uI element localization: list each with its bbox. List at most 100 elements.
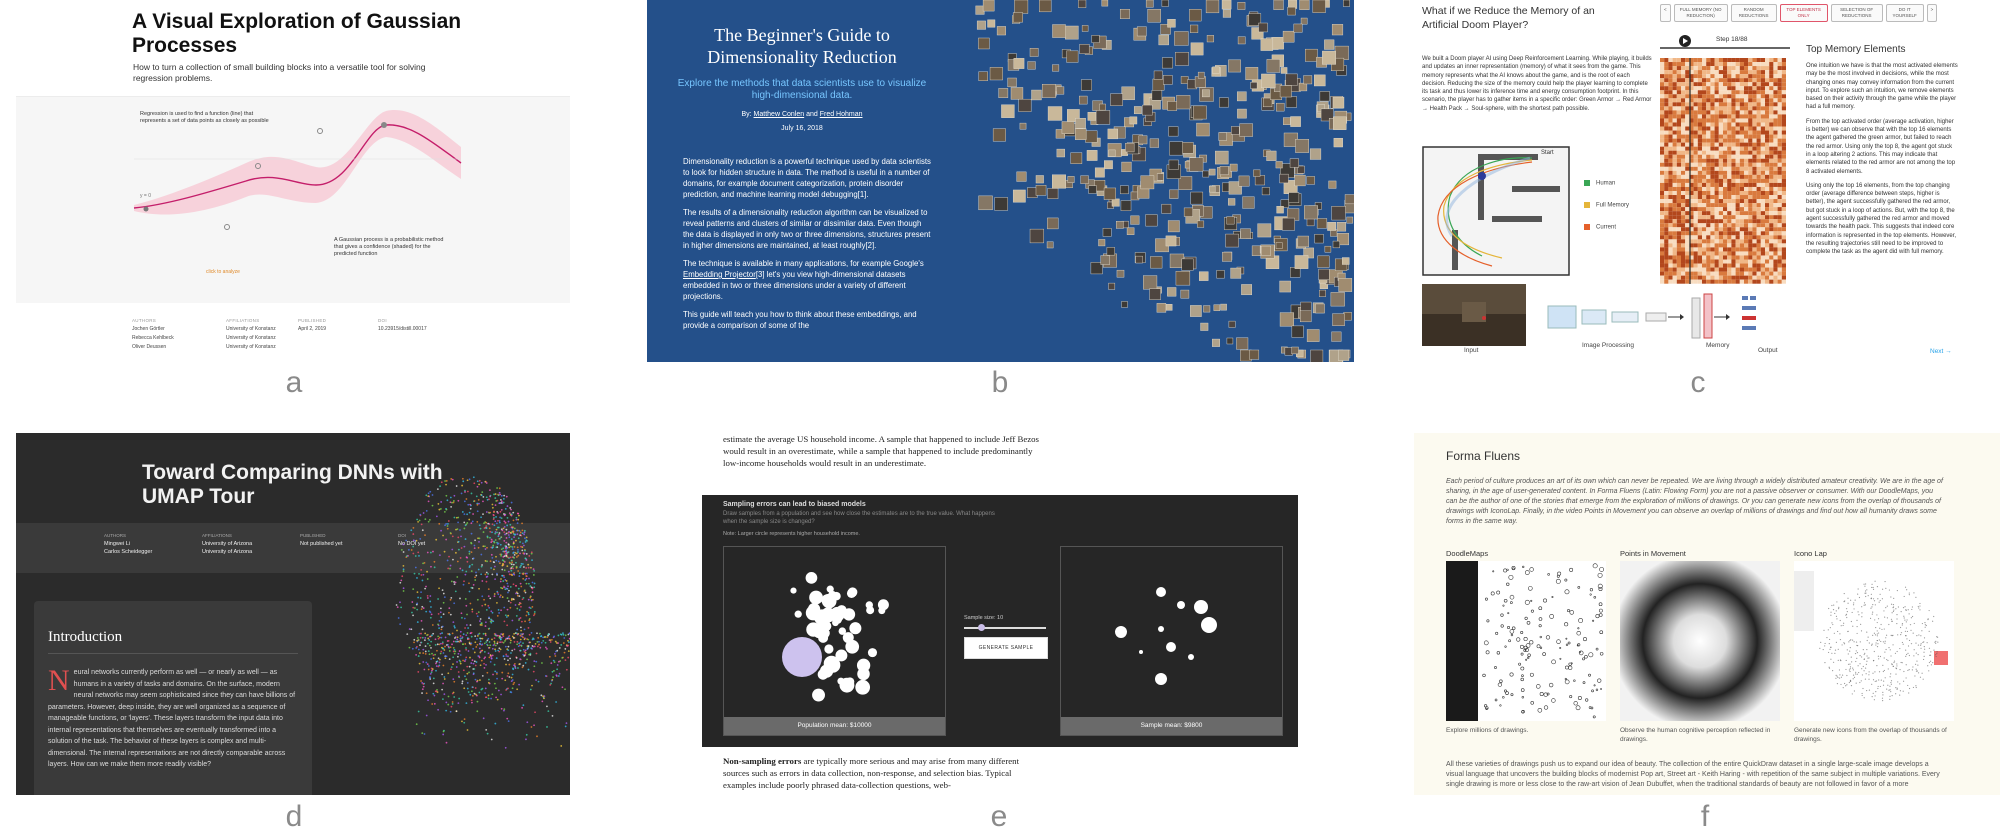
heatmap-cell (1748, 154, 1753, 159)
heatmap-cell (1681, 58, 1686, 63)
icon-point (1908, 669, 1910, 671)
image-thumbnail (1248, 13, 1262, 26)
heatmap-cell (1685, 138, 1690, 143)
sample-circle (1194, 600, 1208, 614)
heatmap-cell (1676, 195, 1681, 200)
umap-point (412, 539, 415, 542)
icon-point (1854, 599, 1856, 601)
heatmap-cell (1744, 146, 1749, 151)
points-in-movement-image[interactable] (1620, 561, 1780, 721)
next-link[interactable]: Next → (1930, 348, 1952, 355)
heatmap-cell (1676, 94, 1681, 99)
umap-point (509, 513, 512, 516)
memory-heatmap[interactable] (1660, 58, 1787, 284)
heatmap-cell (1769, 247, 1774, 252)
umap-point (511, 565, 514, 568)
heatmap-cell (1752, 239, 1757, 244)
click-hint[interactable]: click to analyze (206, 269, 240, 275)
heatmap-cell (1723, 98, 1728, 103)
image-thumbnail (1190, 191, 1204, 205)
heatmap-cell (1773, 243, 1778, 248)
doodle-mark (1588, 652, 1594, 658)
gp-plot[interactable] (16, 97, 570, 303)
heatmap-cell (1676, 186, 1681, 192)
heatmap-cell (1781, 126, 1786, 131)
umap-point (476, 503, 479, 506)
umap-point (503, 620, 506, 623)
umap-point (513, 553, 516, 556)
umap-point (433, 560, 436, 563)
generate-sample-button[interactable]: GENERATE SAMPLE (964, 637, 1048, 659)
umap-point (507, 591, 509, 594)
embedding-projector-link[interactable]: Embedding Projector (683, 270, 756, 279)
sample-size-slider[interactable] (964, 624, 1046, 631)
heatmap-cell (1769, 271, 1774, 276)
heatmap-cell (1714, 243, 1719, 248)
prev-button[interactable]: < (1660, 4, 1671, 22)
icon-point (1899, 626, 1902, 629)
umap-point (461, 636, 464, 639)
slider-knob[interactable] (978, 624, 985, 631)
heatmap-cell (1689, 86, 1694, 91)
heatmap-cell (1731, 170, 1736, 175)
random-reductions-button[interactable]: RANDOM REDUCTIONS (1730, 4, 1777, 22)
author-link[interactable]: Matthew Conlen (753, 111, 805, 118)
umap-point (517, 551, 519, 553)
heatmap-cell (1752, 215, 1757, 220)
icon-point (1908, 594, 1910, 596)
selection-reductions-button[interactable]: SELECTION OF REDUCTIONS (1830, 4, 1883, 22)
author-link[interactable]: Fred Hohman (819, 111, 863, 118)
top-elements-button[interactable]: TOP ELEMENTS ONLY (1779, 4, 1828, 22)
next-arrow-button[interactable]: > (1926, 4, 1938, 22)
doodle-mark (1598, 587, 1603, 591)
heatmap-cell (1664, 150, 1669, 155)
umap-point (500, 633, 503, 635)
umap-point (507, 649, 510, 652)
full-memory-button[interactable]: FULL MEMORY (NO REDUCTION) (1673, 4, 1728, 22)
umap-point (487, 652, 490, 655)
umap-point (503, 569, 506, 572)
umap-point (521, 529, 524, 532)
heatmap-cell (1697, 154, 1702, 159)
heatmap-cell (1706, 247, 1711, 252)
heatmap-cell (1681, 259, 1686, 264)
umap-point (465, 702, 468, 705)
umap-point (564, 648, 567, 650)
image-thumbnail (1279, 85, 1292, 98)
icon-point (1908, 592, 1910, 594)
umap-scatter[interactable] (376, 433, 570, 795)
umap-point (553, 635, 556, 638)
umap-point (567, 644, 570, 647)
image-thumbnail (1016, 171, 1027, 182)
umap-point (508, 536, 511, 539)
image-embedding-scatter[interactable] (947, 0, 1354, 362)
umap-point (568, 641, 570, 643)
doodle-mark (1582, 657, 1585, 661)
umap-point (515, 516, 518, 519)
heatmap-cell (1777, 110, 1782, 115)
umap-point (516, 546, 519, 549)
heatmap-cell (1672, 267, 1677, 272)
heatmap-cell (1727, 142, 1732, 147)
image-thumbnail (1169, 189, 1179, 199)
image-thumbnail (1039, 0, 1052, 13)
icono-lap-image[interactable] (1794, 561, 1954, 721)
doodlemaps-image[interactable] (1446, 561, 1606, 721)
umap-point (496, 591, 499, 594)
umap-point (484, 696, 487, 699)
gp-hero-figure[interactable]: Regression is used to find a function (l… (16, 96, 570, 303)
do-it-yourself-button[interactable]: DO IT YOURSELF (1885, 4, 1924, 22)
umap-point (522, 632, 525, 635)
trajectory-map[interactable] (1422, 146, 1570, 276)
umap-point (456, 655, 459, 658)
umap-point (464, 643, 467, 645)
image-thumbnail (1012, 12, 1023, 23)
heatmap-cell (1685, 178, 1690, 183)
heatmap-cell (1681, 142, 1686, 147)
heatmap-cell (1739, 231, 1744, 236)
step-slider[interactable] (1660, 33, 1790, 49)
heatmap-cell (1748, 150, 1753, 155)
umap-point (463, 500, 466, 503)
heatmap-cell (1777, 94, 1782, 99)
